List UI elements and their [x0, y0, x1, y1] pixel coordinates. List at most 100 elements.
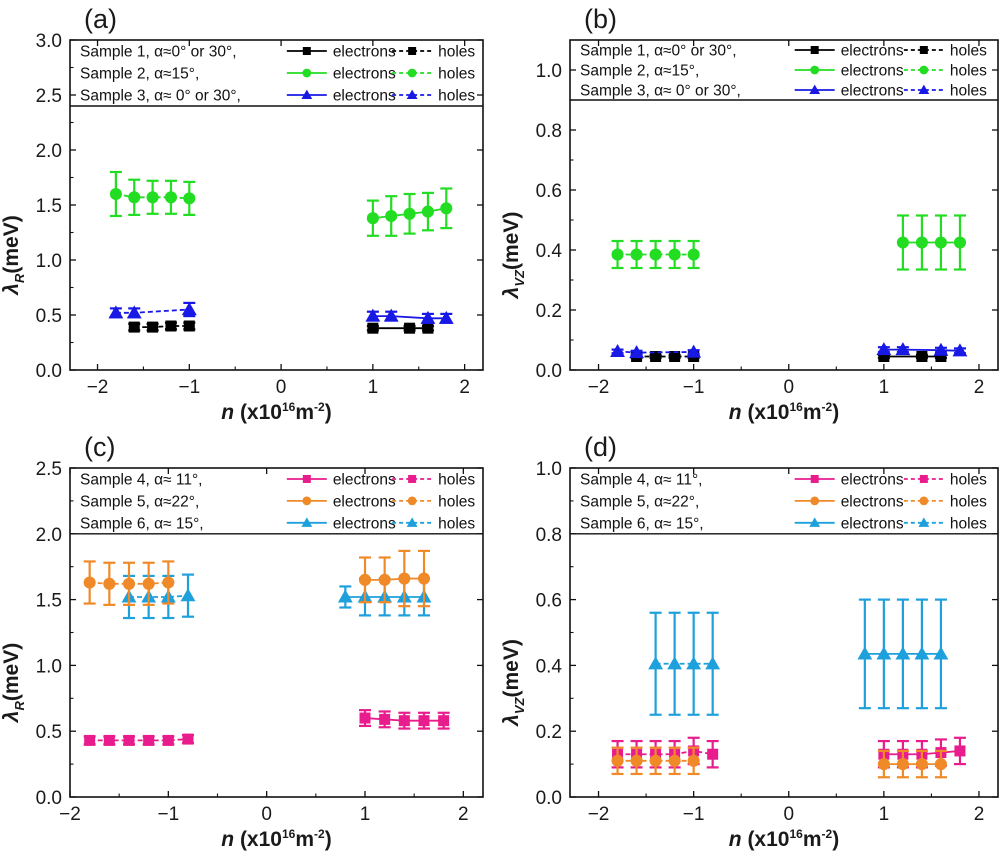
data-point — [649, 248, 662, 261]
data-point — [366, 212, 379, 225]
y-tick-label: 0.0 — [36, 788, 62, 809]
y-tick-label: 0.6 — [536, 591, 562, 612]
legend-electrons-marker — [302, 68, 312, 78]
series-sample-3-holes — [610, 343, 702, 359]
data-point — [611, 754, 624, 767]
tick-group: −2 −1 0 1 2 0.0 0.5 1.0 1.5 2.0 2.5 3.0 — [36, 31, 483, 398]
data-point — [915, 758, 928, 771]
legend-electrons-label: electrons — [333, 66, 396, 83]
data-point — [896, 236, 909, 249]
data-point — [183, 192, 196, 205]
data-point — [162, 576, 175, 589]
x-tick-label: 2 — [458, 804, 469, 825]
data-point — [610, 343, 625, 357]
series-sample-2-electrons — [366, 187, 453, 237]
legend-electrons-marker — [809, 517, 821, 527]
x-title-text: (x10 — [234, 828, 282, 851]
y-title-subscript: VZ — [512, 269, 527, 287]
panel-label: (d) — [584, 432, 617, 462]
legend-electrons-marker — [302, 474, 311, 483]
data-point — [438, 715, 450, 727]
panel-label: (c) — [84, 432, 115, 462]
data-point — [648, 656, 664, 670]
x-title-text: (x10 — [234, 401, 282, 424]
data-point — [126, 305, 142, 319]
x-title-exp: 16 — [789, 827, 803, 841]
legend-holes-marker — [919, 65, 929, 75]
data-point — [878, 351, 890, 362]
panel-label: (b) — [584, 4, 617, 34]
data-point — [108, 305, 124, 319]
x-title-var: n — [221, 828, 234, 851]
legend-holes-marker — [408, 47, 417, 55]
series-sample-3-holes — [108, 301, 197, 319]
series-sample-5-holes — [83, 560, 175, 606]
legend-electrons-label: electrons — [841, 515, 904, 532]
legend-electrons-label: electrons — [841, 493, 904, 510]
legend-holes-label: holes — [438, 471, 475, 488]
legend-electrons-marker — [301, 517, 313, 527]
panel-b: (b) −2 −1 0 1 2 0.0 0.2 0.4 0.6 0.8 1.0 n (x1016m-2)… — [500, 4, 999, 424]
series-line — [89, 581, 169, 585]
y-tick-label: 3.0 — [36, 31, 62, 52]
y-tick-label: 0.0 — [536, 788, 562, 809]
data-point — [109, 187, 122, 201]
data-point — [420, 310, 436, 324]
x-tick-label: 1 — [879, 804, 890, 825]
data-point — [686, 656, 702, 670]
y-tick-label: 2.5 — [36, 459, 62, 480]
legend-holes-label: holes — [950, 471, 987, 488]
data-point — [379, 713, 391, 725]
x-tick-label: −2 — [59, 804, 81, 825]
data-point — [934, 236, 947, 249]
x-axis-title: n (x1016m-2) — [221, 400, 331, 424]
data-point — [877, 758, 890, 771]
series-sample-6-holes — [648, 611, 721, 716]
legend-electrons-label: electrons — [333, 44, 396, 61]
data-point — [103, 734, 115, 746]
x-tick-label: −1 — [683, 804, 705, 825]
data-point — [629, 345, 645, 359]
legend-holes-label: holes — [438, 515, 475, 532]
x-title-var: n — [221, 401, 234, 424]
data-point — [146, 191, 159, 204]
y-tick-label: 0.5 — [36, 722, 62, 743]
legend-holes-label: holes — [950, 493, 987, 510]
y-title-symbol: λ — [500, 287, 523, 300]
data-point — [180, 588, 196, 602]
legend-sample-label: Sample 1, α≈0° or 30°, — [580, 43, 737, 60]
data-point — [182, 733, 194, 745]
x-title-var: n — [729, 401, 742, 424]
legend-sample-label: Sample 6, α≈ 15°, — [580, 515, 704, 532]
legend-electrons-marker — [810, 474, 819, 483]
data-point — [954, 745, 966, 757]
x-title-exp: 16 — [789, 400, 803, 414]
x-title-unit: m — [295, 401, 314, 424]
y-tick-label: 2.5 — [36, 86, 62, 107]
data-point — [895, 646, 911, 660]
x-axis-title: n (x1016m-2) — [729, 827, 839, 851]
x-title-var: n — [729, 828, 742, 851]
data-point — [707, 748, 719, 760]
panel-c: (c) −2 −1 0 1 2 0.0 0.5 1.0 1.5 2.0 2.5 n (x1016m-2)… — [0, 432, 484, 851]
y-tick-label: 0.5 — [36, 306, 62, 327]
y-tick-label: 1.0 — [536, 61, 562, 82]
data-point — [933, 646, 949, 660]
y-axis-title: λR(meV) — [0, 643, 27, 723]
series-sample-5-electrons — [877, 749, 947, 779]
y-title-symbol: λ — [0, 283, 23, 296]
x-tick-label: 0 — [276, 377, 287, 398]
data-point — [438, 310, 454, 324]
series-line — [115, 308, 190, 314]
legend-holes-marker — [406, 89, 418, 100]
x-title-text: (x10 — [742, 828, 790, 851]
data-point — [417, 572, 431, 585]
legend: Sample 1, α≈0° or 30°, electrons holes Samp… — [80, 44, 475, 105]
legend-holes-label: holes — [438, 88, 475, 105]
data-point — [934, 758, 947, 771]
data-point — [378, 573, 391, 586]
x-title-close: ) — [325, 401, 332, 424]
data-point — [398, 572, 411, 585]
x-tick-label: 1 — [368, 377, 379, 398]
data-point — [337, 589, 353, 603]
